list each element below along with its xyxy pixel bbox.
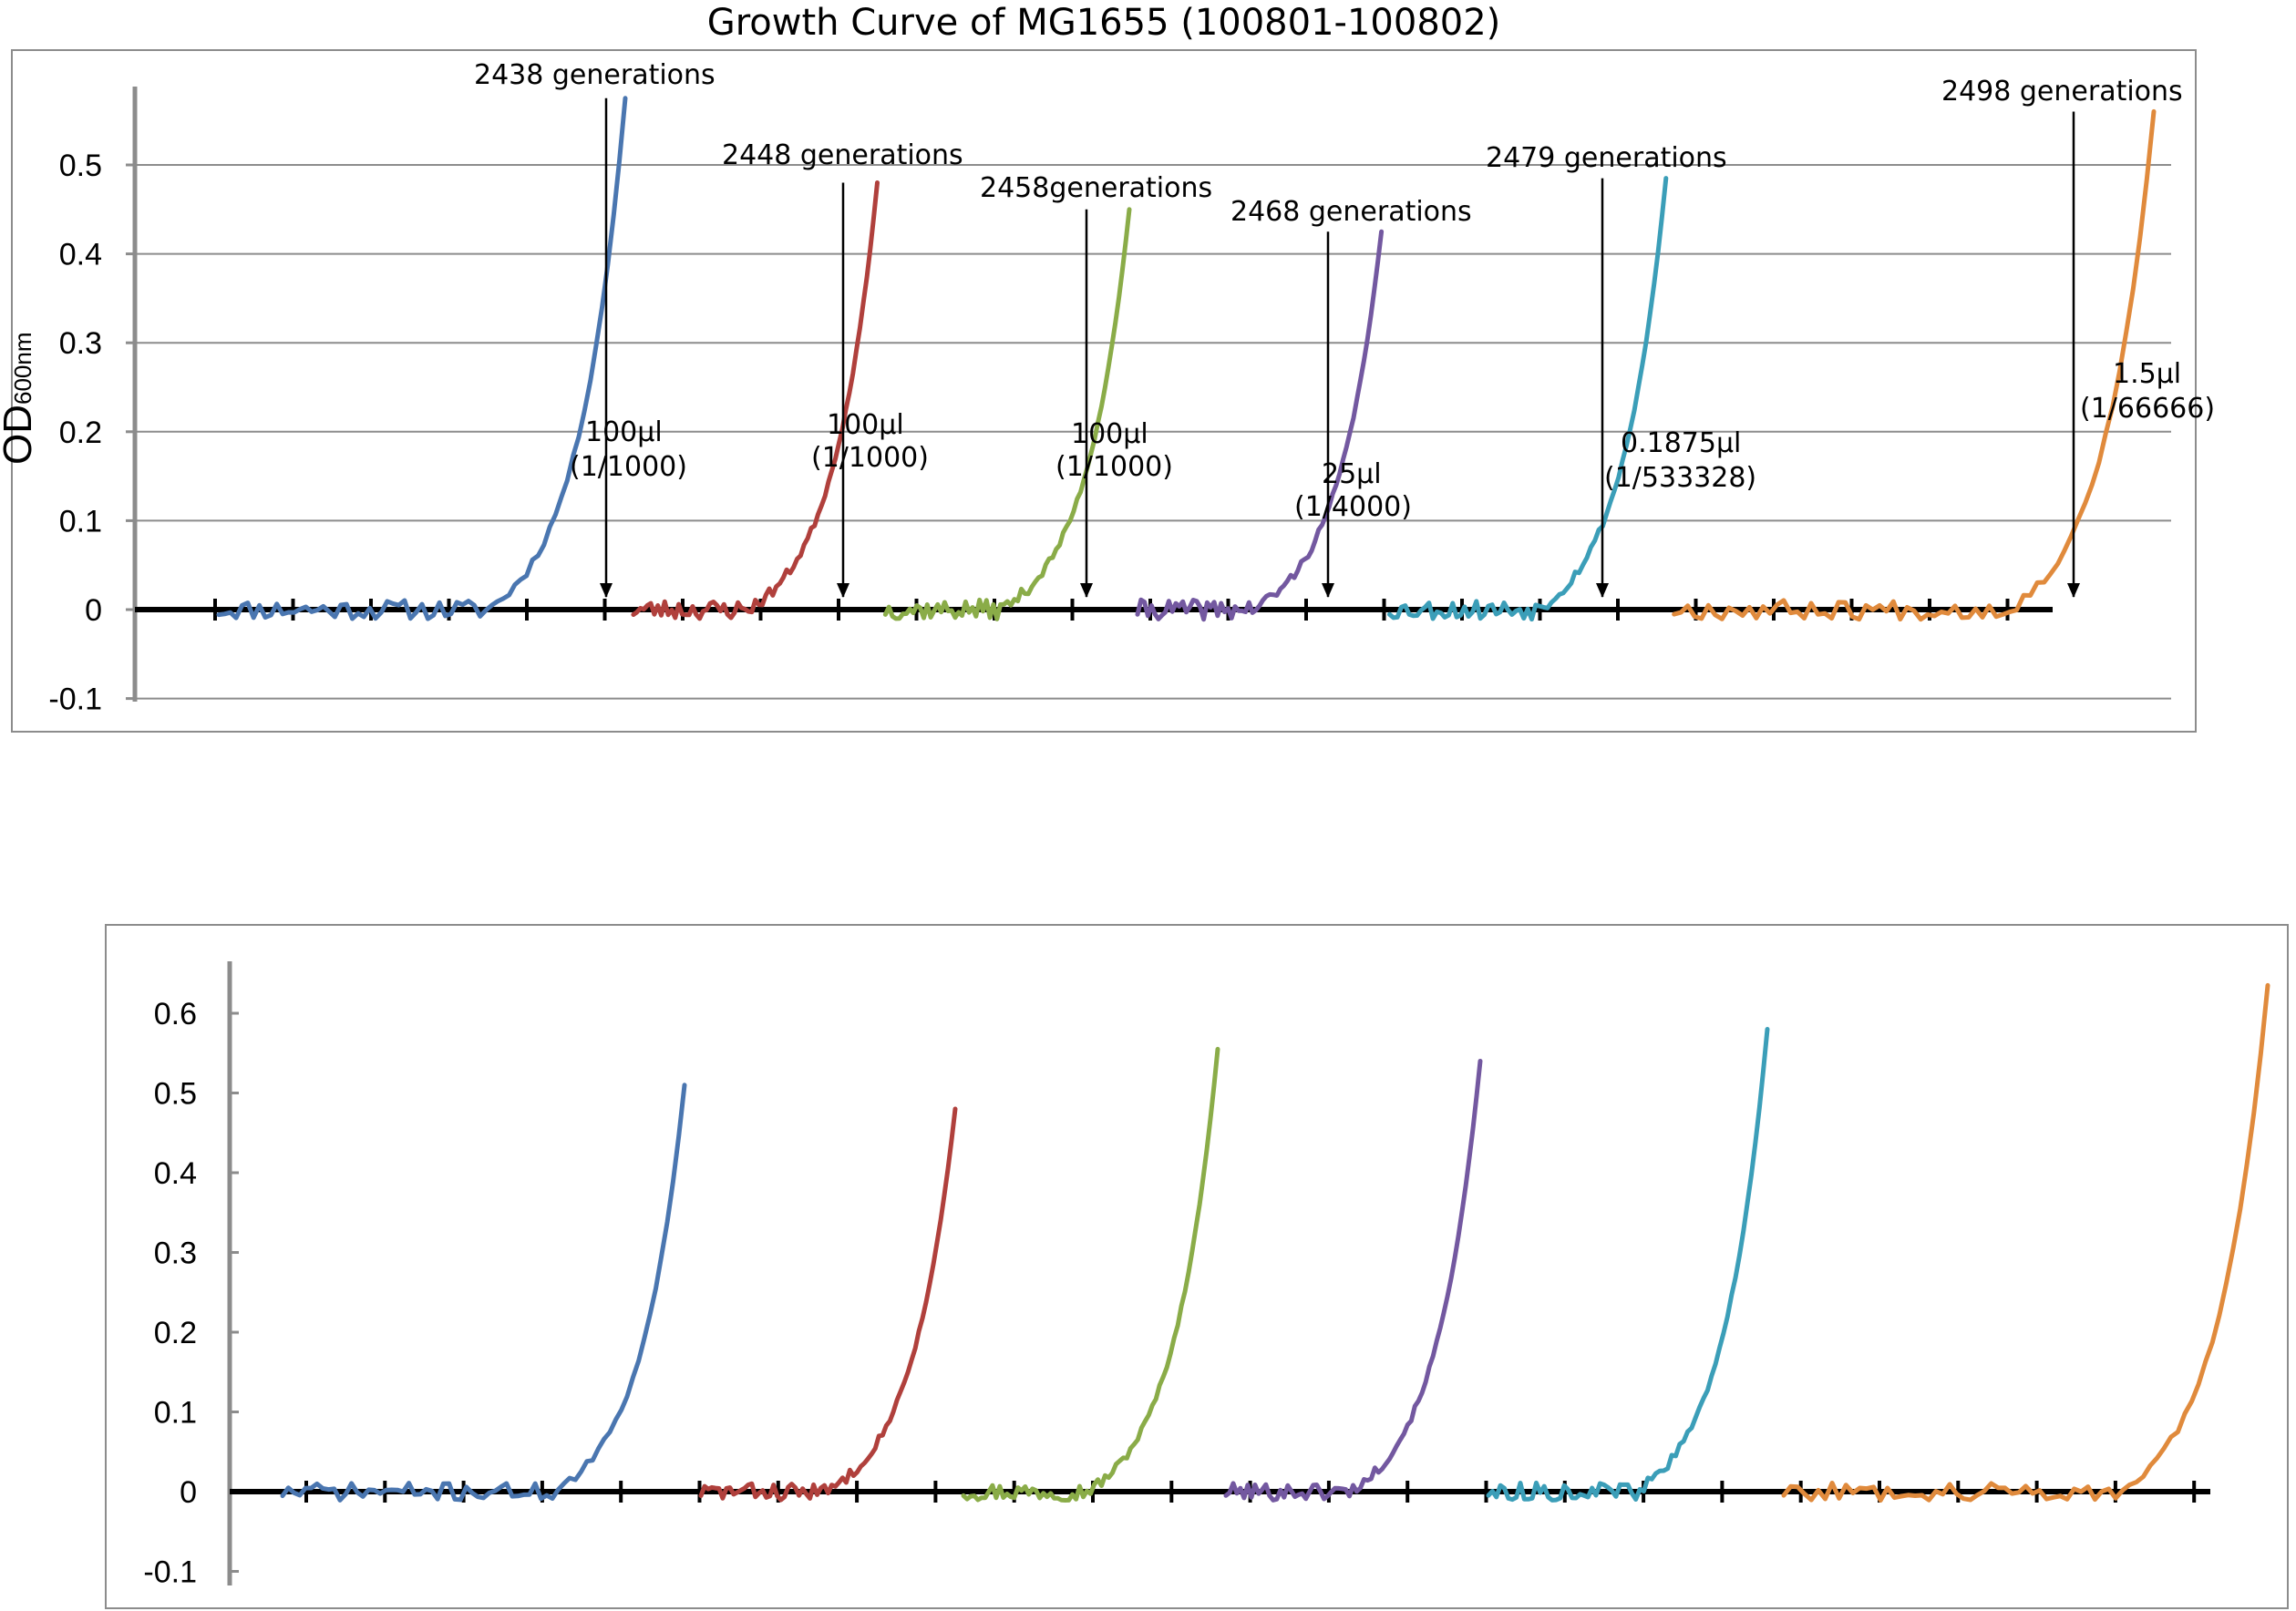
bottom-y-tick-label-7: 0.6: [154, 997, 197, 1031]
bottom-y-tick-label-6: 0.5: [154, 1077, 197, 1112]
y-axis-label-main: OD: [0, 405, 40, 465]
y-tick-label-1: 0: [85, 593, 102, 628]
bottom-y-tick-label-4: 0.3: [154, 1236, 197, 1271]
top-chart-y-axis-label: OD600nm: [0, 333, 40, 466]
dilution-label-1: (1/1000): [570, 451, 687, 483]
bottom-y-tick-label-5: 0.4: [154, 1156, 197, 1191]
bottom-chart-frame: [105, 924, 2289, 1609]
top-chart: Growth Curve of MG1655 (100801-100802) O…: [0, 2, 2215, 733]
series-line-5: [1387, 176, 1669, 622]
series-line-4: [1223, 1059, 1483, 1503]
bottom-y-tick-label-0: -0.1: [143, 1555, 197, 1590]
generation-label-1: 2438 generations: [474, 59, 716, 91]
y-tick-label-6: 0.5: [59, 149, 102, 183]
bottom-chart-series: [280, 982, 2270, 1503]
y-tick-label-2: 0.1: [59, 504, 102, 539]
volume-label-5: 0.1875μl: [1621, 427, 1741, 459]
series-line-4: [1135, 229, 1385, 622]
y-axis-label-subscript: 600nm: [9, 333, 36, 405]
series-line-3: [882, 207, 1132, 621]
generation-label-4: 2468 generations: [1230, 196, 1472, 228]
dilution-label-5: (1/533328): [1604, 462, 1756, 494]
generation-label-6: 2498 generations: [1941, 76, 2183, 108]
generation-label-5: 2479 generations: [1486, 142, 1727, 174]
series-line-2: [631, 180, 880, 621]
dilution-label-2: (1/1000): [811, 442, 929, 474]
bottom-y-tick-label-1: 0: [180, 1475, 197, 1510]
series-line-5: [1486, 1027, 1770, 1503]
series-line-3: [961, 1046, 1220, 1503]
volume-label-3: 100μl: [1071, 418, 1148, 450]
y-tick-label-3: 0.2: [59, 416, 102, 450]
volume-label-6: 1.5μl: [2113, 358, 2181, 390]
series-line-1: [280, 1083, 687, 1503]
dilution-label-4: (1/4000): [1294, 491, 1412, 523]
top-chart-y-axis: -0.1 0 0.1 0.2 0.3 0.4 0.5: [48, 87, 138, 717]
y-tick-label-5: 0.4: [59, 238, 102, 272]
series-line-6: [1781, 982, 2270, 1503]
dilution-label-6: (1/66666): [2080, 393, 2215, 425]
volume-label-2: 100μl: [827, 409, 904, 441]
volume-label-4: 25μl: [1322, 458, 1382, 490]
generation-label-3: 2458generations: [980, 172, 1212, 204]
top-chart-title: Growth Curve of MG1655 (100801-100802): [707, 2, 1501, 44]
y-tick-label-0: -0.1: [48, 682, 102, 717]
bottom-y-tick-label-3: 0.2: [154, 1316, 197, 1350]
dilution-label-3: (1/1000): [1055, 451, 1173, 483]
volume-label-1: 100μl: [585, 416, 663, 448]
top-chart-gridlines: [135, 164, 2171, 700]
bottom-y-tick-label-2: 0.1: [154, 1396, 197, 1431]
series-line-1: [216, 96, 628, 621]
y-tick-label-4: 0.3: [59, 326, 102, 361]
bottom-chart: -0.1 0 0.1 0.2 0.3 0.4 0.5 0.6: [105, 924, 2289, 1609]
generation-label-2: 2448 generations: [722, 139, 963, 171]
bottom-chart-y-axis: -0.1 0 0.1 0.2 0.3 0.4 0.5 0.6: [143, 961, 239, 1590]
series-line-2: [698, 1106, 958, 1503]
